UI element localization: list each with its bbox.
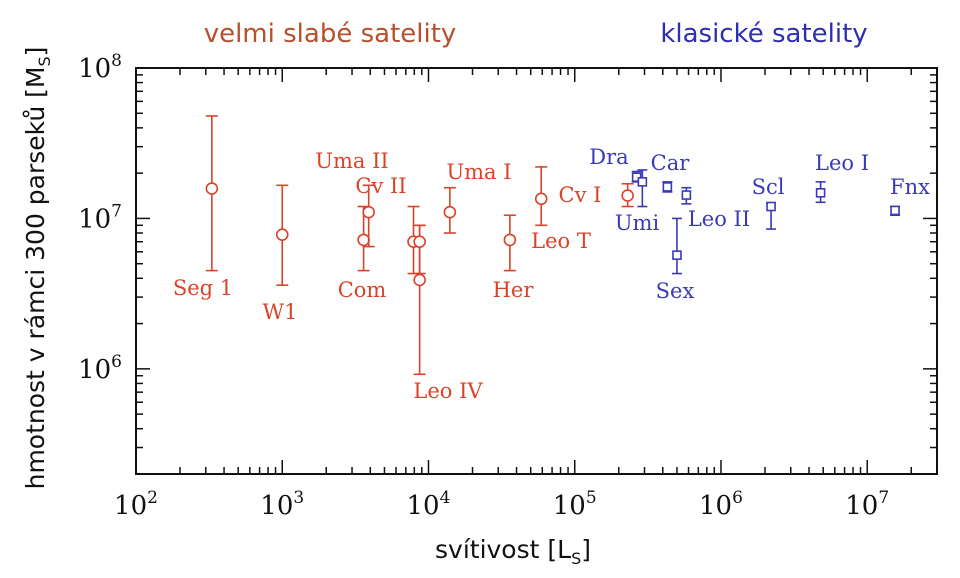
point-label: Uma II [315,149,388,173]
point-marker-circle [275,228,289,241]
point-marker-circle [503,233,517,247]
x-tick-label: 102 [114,488,158,521]
point-marker-square [890,205,900,216]
point-marker-circle [534,192,548,206]
y-tick-label: 108 [78,51,122,84]
point-marker-circle [621,189,634,202]
point-marker-circle [413,273,426,287]
point-label: Uma I [446,160,511,184]
point-marker-square [672,250,682,260]
point-label: Cv II [355,174,406,198]
y-axis-title: hmotnost v rámci 300 parseků [MS] [21,47,54,490]
point-marker-square [662,182,673,192]
point-label: Cv I [559,183,602,207]
point-label: Her [493,278,535,302]
point-marker-circle [357,233,370,247]
point-label: Car [651,151,691,175]
classical-satellites-header: klasické satelity [660,19,867,49]
point-label: W1 [263,300,298,324]
y-tick-label: 107 [78,201,122,234]
x-axis-title-end: ] [581,535,591,564]
x-axis-ticks: 102 103 104 105 106 107 [114,68,938,521]
y-tick-label: 106 [78,352,122,385]
point-marker-square [815,188,826,198]
x-tick-label: 106 [699,488,743,521]
y-axis-title-sub: S [35,56,54,66]
x-axis-title: svítivost [LS] [435,535,591,568]
x-tick-label: 105 [553,488,597,521]
plot-frame [135,67,938,475]
point-marker-square [766,201,776,212]
point-label: Leo I [815,151,869,175]
data-points [205,115,901,376]
point-label: Umi [615,211,660,235]
point-marker-circle [205,182,219,195]
point-label: Leo IV [413,379,483,403]
point-label: Seg 1 [173,276,233,300]
point-label: Dra [589,145,628,169]
x-tick-label: 104 [407,488,451,521]
point-label: Leo T [531,229,591,253]
point-marker-circle [443,205,457,219]
point-label: Com [338,278,387,302]
x-axis-title-sub: S [571,549,581,568]
point-marker-square [681,190,692,200]
point-label: Scl [752,175,785,199]
faint-satellites-header: velmi slabé satelity [204,19,457,49]
y-axis-title-text: hmotnost v rámci 300 parseků [M [21,67,50,490]
x-tick-label: 107 [845,488,889,521]
point-marker-circle [362,205,375,219]
y-axis-ticks: 106 107 108 [78,51,937,475]
x-tick-label: 103 [260,488,304,521]
point-label: Fnx [890,175,930,199]
x-axis-title-text: svítivost [L [435,535,571,564]
point-label: Sex [656,279,695,303]
point-labels: Seg 1 W1 Com Cv II Leo IV Uma II Uma I Her Leo T… [173,145,930,403]
y-axis-title-end: ] [21,47,50,57]
point-marker-circle [413,235,426,249]
point-marker-square [637,177,648,187]
point-label: Leo II [688,207,750,231]
